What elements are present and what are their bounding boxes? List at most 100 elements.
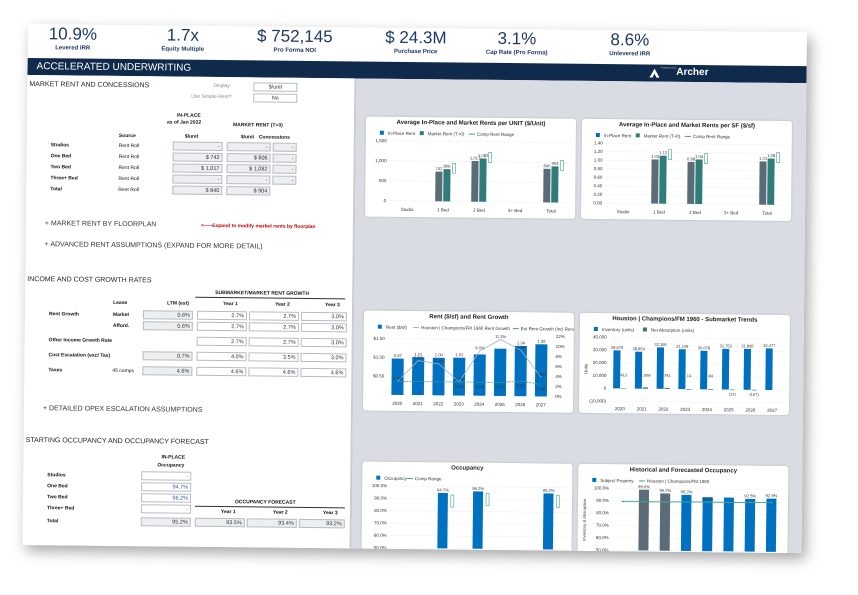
concession-cell[interactable]: - <box>272 153 297 163</box>
kpi-label: Purchase Price <box>394 48 438 56</box>
kpi-value: 8.6% <box>610 30 650 50</box>
market-y2[interactable]: 2.7% <box>248 311 300 321</box>
comp-range-box <box>488 152 492 163</box>
x-tick-label: 2024 <box>474 402 485 407</box>
y-tick-label: 0.00 <box>593 200 602 205</box>
gridline <box>605 151 786 154</box>
market-rent-cell[interactable]: $ 1,082 <box>226 164 271 174</box>
market-y3[interactable]: 3.0% <box>300 311 347 322</box>
inventory-label: 31,128 <box>676 344 689 349</box>
y2-tick-label: 12% <box>556 334 565 339</box>
y-tick-label: (10,000) <box>589 398 606 403</box>
expand-note: <-----Expand to modify market rents by f… <box>200 222 316 231</box>
cost-y3[interactable]: 3.0% <box>300 352 347 363</box>
taxes-y1[interactable]: 4.6% <box>196 366 247 377</box>
legend-label: In-Place Rent <box>604 133 632 138</box>
submarket-point <box>621 500 624 503</box>
chart-occupancy: Occupancy Occupancy Comp Range 50.0% 60.0% 7… <box>361 461 573 554</box>
bar <box>659 493 671 551</box>
data-label: 1.12 <box>659 150 668 155</box>
cost-y1[interactable]: 4.0% <box>196 351 247 362</box>
row-label: One Bed <box>50 153 72 160</box>
kpi-unlevered-irr: 8.6% Unlevered IRR <box>585 30 675 59</box>
legend-label: Comp Range <box>415 476 442 481</box>
y-tick-label: 0 <box>604 386 607 391</box>
display-select[interactable]: $/unit <box>253 82 298 92</box>
est-growth-label: 2.7% <box>454 384 464 389</box>
inventory-label: 28,854 <box>633 346 646 351</box>
bar <box>479 158 487 202</box>
chart-submarket-trends: Houston | Champions/FM 1960 - Submarket … <box>578 312 790 415</box>
y-tick-label: 40,000 <box>593 334 607 339</box>
display-label: Display: <box>213 82 232 90</box>
col-ltm: LTM (est) <box>167 300 189 307</box>
bar <box>695 159 703 205</box>
y-axis-label: Inventory & Absorption <box>582 498 587 541</box>
y-tick-label: $0.50 <box>373 373 385 378</box>
afford-y2[interactable]: 2.7% <box>248 322 299 332</box>
opex-escalation-link[interactable]: + DETAILED OPEX ESCALATION ASSUMPTIONS <box>42 405 203 414</box>
market-rent-by-floorplan-link[interactable]: + MARKET RENT BY FLOORPLAN <box>44 220 157 229</box>
advanced-rent-link[interactable]: + ADVANCED RENT ASSUMPTIONS (EXPAND FOR … <box>44 241 263 251</box>
occ-row-one-bed: One Bed <box>47 483 68 490</box>
concession-cell[interactable]: - <box>272 175 297 185</box>
data-label: 1,082 <box>478 153 489 158</box>
occ-col-header: Occupancy <box>157 462 185 469</box>
occ-one-bed-cell[interactable]: 94.7% <box>141 482 192 492</box>
submarket-occupancy-line <box>622 501 772 504</box>
afford-y3[interactable]: 3.0% <box>300 322 347 333</box>
x-tick-label: 1 Bed <box>437 207 449 212</box>
concession-cell[interactable]: - <box>272 164 297 174</box>
submarket-point <box>664 501 667 503</box>
archer-logo-icon <box>649 68 660 78</box>
legend-label: Houston | Champions/FM 1960 <box>647 479 710 485</box>
legend-swatch <box>419 131 424 136</box>
concession-cell[interactable]: - <box>272 142 297 152</box>
x-tick-label: 2 Bed <box>473 208 485 213</box>
growth-label: 11.3% <box>495 334 507 339</box>
inventory-bar <box>656 347 665 389</box>
y2-tick-label: 10% <box>556 344 565 349</box>
other-y1[interactable]: 2.7% <box>196 336 247 347</box>
legend-label: In-Place Rent <box>388 131 416 136</box>
inventory-label: 32,365 <box>654 342 667 347</box>
market-rent-cell[interactable]: $ 806 <box>226 153 271 163</box>
bar <box>473 354 486 396</box>
est-growth-label: 2.4% <box>536 386 546 391</box>
submarket-point <box>749 501 752 504</box>
occ-studios-cell[interactable]: - <box>141 471 192 481</box>
occ-two-bed-cell[interactable]: 96.2% <box>140 493 192 503</box>
taxes-y2[interactable]: 4.6% <box>248 367 299 377</box>
bar <box>759 161 767 205</box>
cost-y2[interactable]: 3.5% <box>248 352 299 362</box>
y-tick-label: 30,000 <box>593 347 607 352</box>
occ-three-bed-cell[interactable]: - <box>140 504 191 514</box>
x-tick-label: 2025 <box>724 407 735 412</box>
occ-col-y2: Year 2 <box>272 509 288 516</box>
market-rent-cell[interactable]: - <box>226 175 271 185</box>
kpi-value: $ 24.3M <box>385 27 447 48</box>
growth-header-rule <box>195 296 346 300</box>
kpi-cap-rate: 3.1% Cap Rate (Pro Forma) <box>472 29 562 58</box>
bar <box>723 497 734 552</box>
y-tick-label: 100.0% <box>594 485 609 490</box>
gridline <box>605 142 786 146</box>
chart-rent-per-unit: Average In-Place and Market Rents per UN… <box>365 116 577 219</box>
afford-y1[interactable]: 2.7% <box>196 321 247 332</box>
other-y2[interactable]: 2.7% <box>248 337 299 347</box>
afford-label: Afford. <box>112 322 130 330</box>
absorption-label: (12) <box>729 392 737 397</box>
legend-label: Occupancy <box>384 476 407 481</box>
data-label: 0.98 <box>687 156 696 161</box>
submarket-label: 89.6% <box>702 496 714 501</box>
market-rent-cell[interactable]: - <box>226 142 271 152</box>
x-tick-label: 1 Bed <box>653 210 665 215</box>
x-tick-label: 3+ Bed <box>508 208 523 213</box>
market-y1[interactable]: 2.7% <box>196 310 248 321</box>
taxes-y3[interactable]: 4.6% <box>300 367 347 378</box>
simple-rent-select[interactable]: No <box>253 93 298 103</box>
bar <box>702 497 713 552</box>
row-label: Total <box>50 186 62 193</box>
data-label: 1,017 <box>470 155 481 160</box>
other-y3[interactable]: 3.0% <box>300 337 347 348</box>
